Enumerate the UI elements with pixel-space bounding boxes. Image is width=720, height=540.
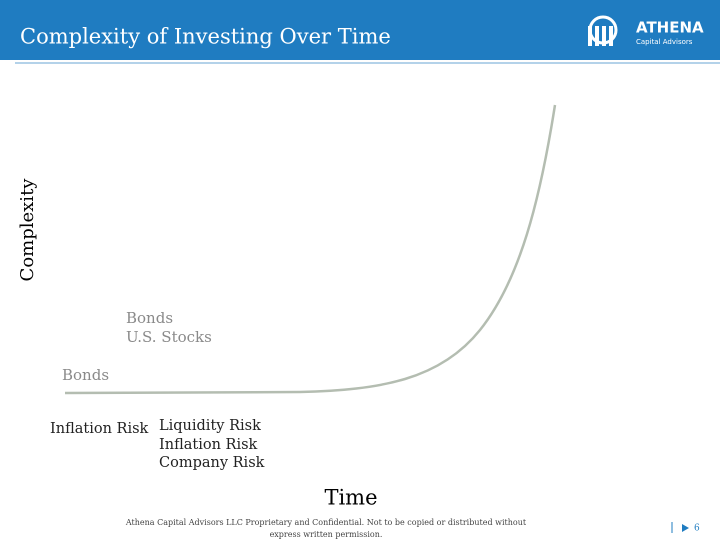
risk-label: Inflation Risk: [50, 421, 149, 437]
page-arrow: [682, 524, 689, 532]
page-number: 6: [694, 524, 700, 534]
asset-label: Bonds: [62, 366, 110, 384]
logo-icon: [588, 15, 618, 46]
complexity-curve: [64, 104, 557, 395]
footer-line: express written permission.: [270, 530, 383, 539]
logo-tagline: Capital Advisors: [636, 38, 693, 46]
slide-title: Complexity of Investing Over Time: [20, 25, 391, 49]
risk-label: Inflation Risk: [159, 436, 258, 453]
risk-label: Company Risk: [159, 455, 265, 471]
footer-line: Athena Capital Advisors LLC Proprietary …: [125, 518, 527, 527]
header-bar: [0, 0, 720, 60]
risk-label: Liquidity Risk: [159, 418, 261, 434]
y-axis-label: Complexity: [17, 178, 38, 282]
asset-label: Bonds: [126, 309, 174, 327]
asset-label: U.S. Stocks: [126, 328, 212, 346]
x-axis-label: Time: [324, 486, 377, 510]
logo-name: ATHENA: [636, 19, 704, 37]
